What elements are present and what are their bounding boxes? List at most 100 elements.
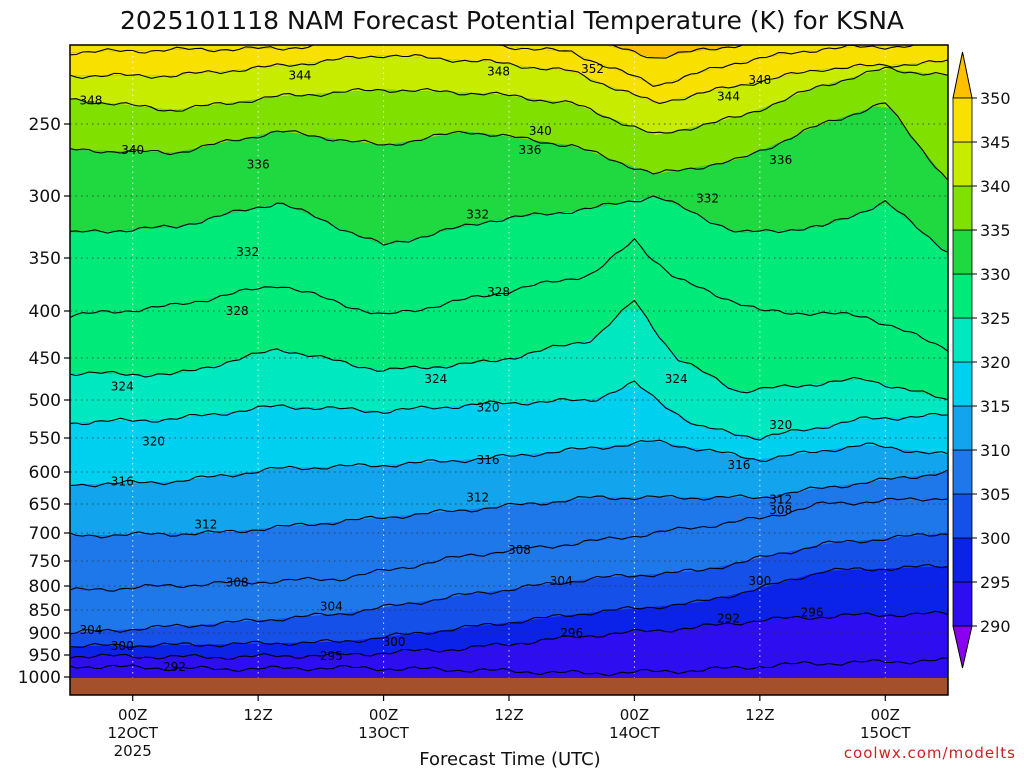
theta-band-296 — [70, 566, 948, 658]
contour-label-320: 320 — [477, 401, 500, 415]
colorbar-top-arrow — [952, 51, 973, 99]
contour-label-304: 304 — [550, 574, 573, 588]
isentrope-344 — [70, 54, 948, 105]
colorbar-bin-300 — [952, 493, 973, 539]
isentrope-300 — [70, 563, 948, 648]
colorbar-bin-330 — [952, 229, 973, 275]
contour-label-308: 308 — [226, 576, 249, 590]
colorbar-tick-label-300: 300 — [980, 529, 1011, 548]
colorbar-tick-label-345: 345 — [980, 133, 1011, 152]
theta-band-320 — [70, 308, 948, 438]
colorbar-tick-label-295: 295 — [980, 573, 1011, 592]
contour-label-336: 336 — [769, 153, 792, 167]
y-tick-label-850: 850 — [29, 601, 61, 621]
colorbar-tick-label-325: 325 — [980, 309, 1011, 328]
isentrope-340 — [70, 66, 948, 134]
theta-band-344 — [70, 45, 948, 104]
theta-band-312 — [70, 441, 948, 536]
x-tick-label-30-1: 13OCT — [358, 724, 409, 742]
isentrope-292 — [70, 657, 948, 677]
colorbar-tick-label-340: 340 — [980, 177, 1011, 196]
x-tick-label-78-0: 00Z — [871, 706, 900, 724]
isentrope-328 — [70, 237, 948, 352]
contour-label-344: 344 — [288, 69, 311, 83]
contour-label-344: 344 — [717, 89, 740, 103]
y-tick-label-400: 400 — [29, 302, 61, 322]
theta-band-348 — [70, 45, 937, 86]
contour-label-340: 340 — [529, 124, 552, 138]
chart-title: 2025101118 NAM Forecast Potential Temper… — [120, 6, 904, 35]
x-tick-label-54-0: 00Z — [620, 706, 649, 724]
isentrope-336 — [70, 102, 948, 181]
colorbar-tick-label-350: 350 — [980, 89, 1011, 108]
y-tick-label-700: 700 — [29, 524, 61, 544]
contour-label-320: 320 — [769, 418, 792, 432]
colorbar-bin-290 — [952, 581, 973, 627]
contour-label-328: 328 — [226, 304, 249, 318]
colorbar-bin-335 — [952, 185, 973, 231]
contour-label-312: 312 — [466, 491, 489, 505]
isentrope-312 — [70, 469, 948, 539]
theta-band-292 — [70, 613, 948, 674]
colorbar-bin-305 — [952, 449, 973, 495]
contour-label-336: 336 — [247, 157, 270, 171]
theta-band-324 — [70, 245, 948, 400]
theta-band-336 — [70, 69, 948, 182]
y-tick-label-550: 550 — [29, 429, 61, 449]
colorbar-bin-325 — [952, 273, 973, 319]
contour-label-300: 300 — [383, 635, 406, 649]
contour-label-332: 332 — [236, 245, 259, 259]
contour-label-316: 316 — [111, 475, 134, 489]
isentrope-316 — [70, 439, 948, 488]
isentrope-348 — [70, 45, 948, 87]
contour-label-324: 324 — [665, 372, 688, 386]
y-tick-label-450: 450 — [29, 349, 61, 369]
contour-label-316: 316 — [477, 453, 500, 467]
isentrope-layer — [70, 45, 948, 677]
isentrope-332 — [70, 195, 948, 253]
x-tick-label-30-0: 00Z — [369, 706, 398, 724]
contour-label-296: 296 — [801, 605, 824, 619]
y-tick-label-900: 900 — [29, 624, 61, 644]
colorbar: 290 295 300 305 310 315 320 325 330 335 340 345 350 — [952, 51, 1011, 669]
contour-label-300: 300 — [748, 574, 771, 588]
theta-band-304 — [70, 497, 948, 633]
x-tick-label-6-0: 00Z — [118, 706, 147, 724]
contour-label-320: 320 — [142, 434, 165, 448]
isentrope-304 — [70, 533, 948, 635]
contour-label-324: 324 — [111, 380, 134, 394]
y-tick-label-300: 300 — [29, 187, 61, 207]
contour-label-312: 312 — [769, 493, 792, 507]
colorbar-bottom-arrow — [952, 625, 973, 669]
isentrope-324 — [70, 299, 948, 401]
colorbar-bin-320 — [952, 317, 973, 363]
x-axis-title: Forecast Time (UTC) — [419, 749, 600, 768]
contour-label-348: 348 — [748, 73, 771, 87]
colorbar-bin-340 — [952, 141, 973, 187]
contour-label-296: 296 — [560, 626, 583, 640]
y-tick-label-650: 650 — [29, 495, 61, 515]
theta-band-332 — [70, 106, 948, 252]
contour-label-336: 336 — [518, 143, 541, 157]
contour-label-300: 300 — [111, 639, 134, 653]
y-tick-label-800: 800 — [29, 577, 61, 597]
contour-label-324: 324 — [424, 372, 447, 386]
contour-label-352: 352 — [581, 62, 604, 76]
contour-label-308: 308 — [508, 543, 531, 557]
x-tick-label-42-0: 12Z — [494, 706, 523, 724]
contour-label-316: 316 — [727, 458, 750, 472]
isentrope-296 — [70, 610, 948, 661]
y-tick-label-350: 350 — [29, 249, 61, 269]
y-tick-label-750: 750 — [29, 552, 61, 572]
x-tick-label-54-1: 14OCT — [609, 724, 660, 742]
contour-label-292: 292 — [717, 611, 740, 625]
theta-band-308 — [70, 472, 948, 591]
credit-link[interactable]: coolwx.com/modelts — [844, 744, 1016, 762]
colorbar-bin-315 — [952, 361, 973, 407]
theta-band-328 — [70, 196, 948, 349]
y-tick-label-950: 950 — [29, 646, 61, 666]
ground-surface — [70, 678, 948, 695]
colorbar-tick-label-305: 305 — [980, 485, 1011, 504]
